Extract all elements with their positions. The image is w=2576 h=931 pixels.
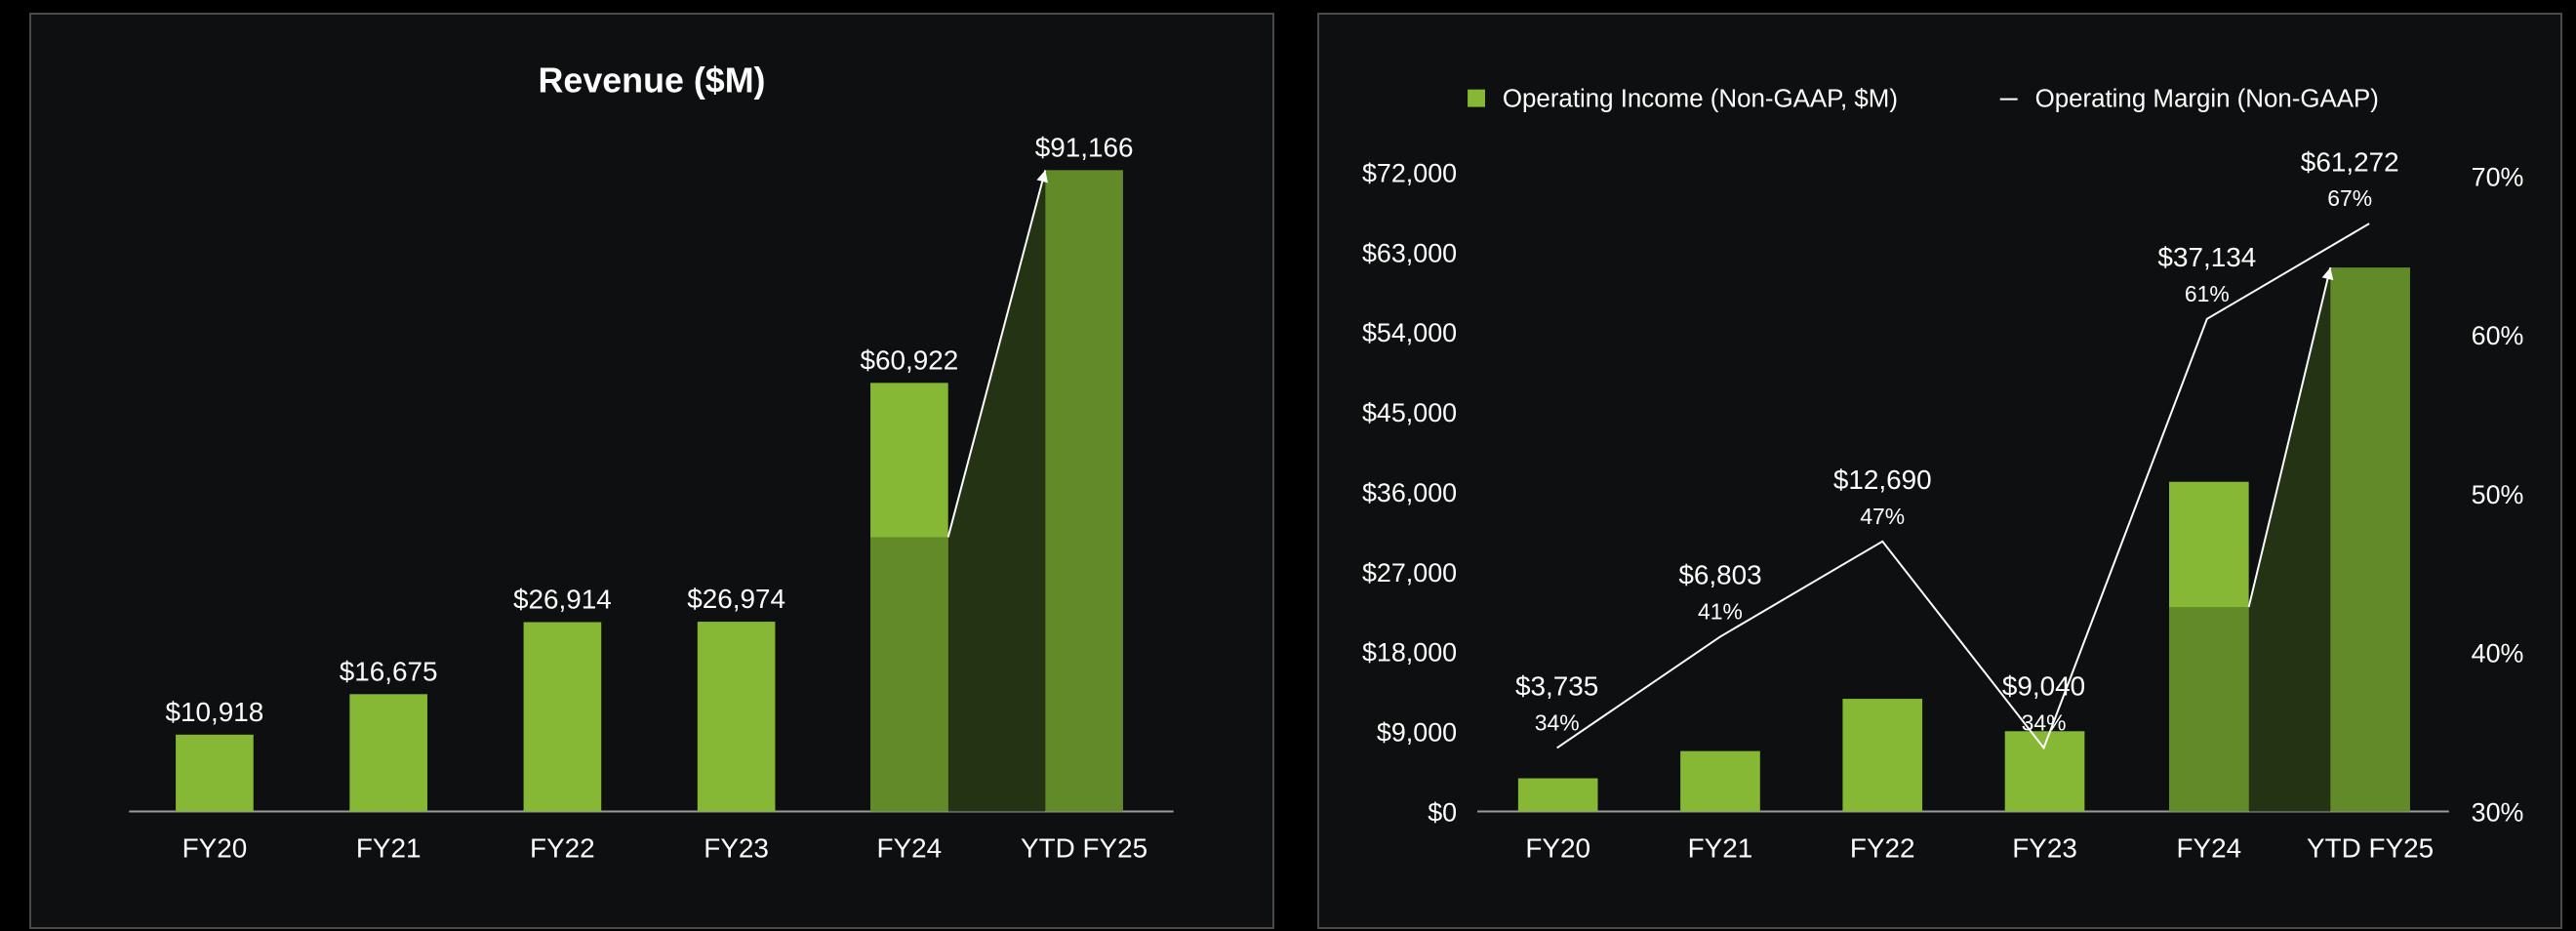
bar-fy22 [523, 622, 602, 812]
operating-income-chart-panel: Operating Income (Non-GAAP, $M) Operatin… [1317, 13, 2562, 929]
x-tick-label: FY22 [1850, 832, 1915, 863]
left-axis-tick: $72,000 [1362, 158, 1457, 187]
operating-margin-label: 47% [1860, 504, 1905, 529]
operating-income-label: $6,803 [1678, 560, 1761, 590]
bar-fy20 [176, 734, 254, 812]
x-tick-label: FY21 [1688, 832, 1753, 863]
left-axis-tick: $63,000 [1362, 238, 1457, 267]
growth-arrow [2247, 266, 2332, 608]
operating-margin-label: 34% [2022, 709, 2067, 735]
revenue-chart: Revenue ($M) $10,918 FY20 $16,675 FY21 $26,9… [129, 61, 1174, 863]
data-label: $16,675 [340, 656, 438, 686]
x-tick-label: FY20 [182, 832, 248, 863]
bar-fy24-base-segment [2168, 607, 2249, 812]
bar-fy22 [1842, 699, 1923, 812]
operating-margin-label: 67% [2327, 185, 2372, 211]
growth-arrow [946, 170, 1047, 538]
right-axis-tick: 50% [2472, 480, 2524, 509]
left-axis-tick: $36,000 [1362, 478, 1457, 507]
operating-income-label: $9,040 [2002, 671, 2085, 702]
bar-fy20 [1517, 778, 1598, 812]
bar-fy21 [1680, 750, 1760, 812]
growth-area [2248, 267, 2331, 812]
data-label: $26,974 [687, 584, 785, 614]
operating-margin-label: 34% [1535, 709, 1580, 735]
operating-income-label: $3,735 [1515, 671, 1598, 702]
data-label: $60,922 [860, 344, 958, 375]
left-axis-tick: $9,000 [1377, 718, 1457, 748]
right-axis-tick: 40% [2472, 639, 2524, 668]
bar-fy21 [349, 694, 427, 812]
operating-margin-line [1556, 223, 2370, 750]
x-tick-label: FY22 [530, 832, 595, 863]
legend-label-operating-margin: Operating Margin (Non-GAAP) [2035, 86, 2379, 113]
x-tick-label: FY24 [877, 832, 943, 863]
growth-arrow-head [2321, 267, 2334, 281]
bar-fy24-base-segment [870, 537, 948, 812]
left-axis-tick: $54,000 [1362, 318, 1457, 347]
data-label: $26,914 [513, 585, 612, 615]
right-axis-tick: 30% [2472, 797, 2524, 827]
operating-income-chart: Operating Income (Non-GAAP, $M) Operatin… [1362, 86, 2524, 864]
data-label: $91,166 [1035, 132, 1134, 162]
right-axis-tick: 60% [2472, 321, 2524, 350]
x-tick-label: FY24 [2176, 832, 2241, 863]
x-tick-label: FY23 [2012, 832, 2077, 863]
legend-swatch-operating-income [1468, 89, 1485, 107]
operating-income-label: $12,690 [1833, 465, 1932, 495]
bar-ytd-fy25 [2330, 267, 2410, 812]
x-tick-label: FY23 [704, 832, 769, 863]
revenue-chart-panel: Revenue ($M) $10,918 FY20 $16,675 FY21 $26,9… [29, 13, 1274, 929]
right-axis-tick: 70% [2472, 162, 2524, 191]
x-tick-label: YTD FY25 [2307, 832, 2434, 863]
left-axis-tick: $27,000 [1362, 558, 1457, 587]
x-tick-label: FY20 [1525, 832, 1590, 863]
x-tick-label: FY21 [356, 832, 422, 863]
bar-ytd-fy25 [1045, 170, 1123, 812]
data-label: $10,918 [166, 697, 264, 727]
revenue-chart-title: Revenue ($M) [539, 61, 766, 101]
operating-margin-label: 41% [1698, 598, 1743, 624]
left-axis-tick: $0 [1428, 797, 1457, 827]
x-tick-label: YTD FY25 [1021, 832, 1147, 863]
operating-income-label: $61,272 [2301, 146, 2399, 177]
growth-arrow-head [1036, 170, 1048, 183]
operating-income-label: $37,134 [2157, 242, 2256, 272]
growth-area [947, 170, 1046, 812]
operating-margin-label: 61% [2185, 281, 2230, 306]
left-axis-tick: $18,000 [1362, 638, 1457, 668]
legend-label-operating-income: Operating Income (Non-GAAP, $M) [1503, 86, 1898, 113]
left-axis-tick: $45,000 [1362, 398, 1457, 427]
bar-fy23 [697, 622, 776, 812]
